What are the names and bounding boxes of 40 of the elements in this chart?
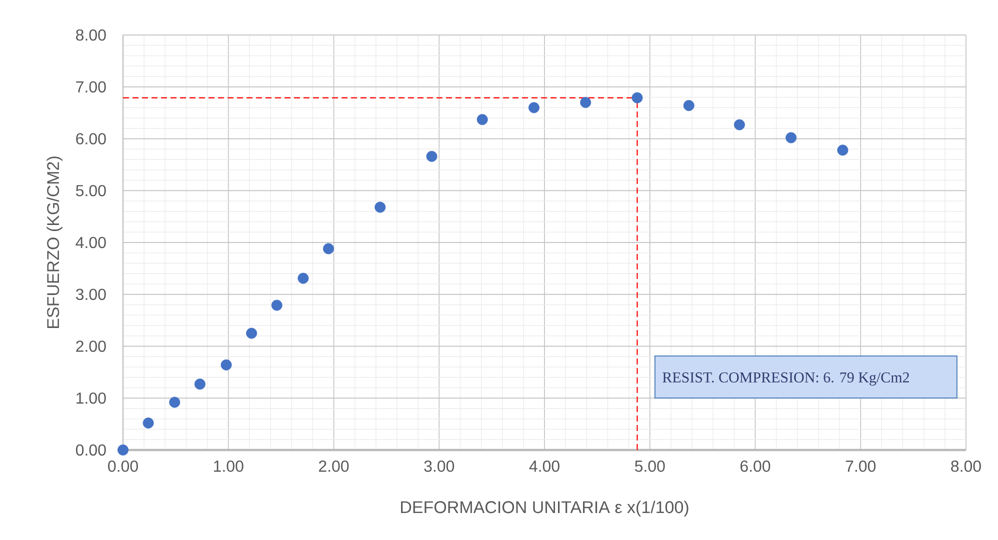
point bbox=[322, 243, 334, 254]
y-tick-label: 5.00 bbox=[76, 184, 106, 196]
point bbox=[194, 378, 206, 390]
y-tick-label: 3.00 bbox=[76, 288, 106, 300]
point bbox=[528, 102, 540, 114]
x-tick-label: 7.00 bbox=[846, 460, 876, 472]
point bbox=[632, 92, 643, 104]
point bbox=[118, 444, 129, 456]
point bbox=[246, 328, 258, 339]
point bbox=[683, 100, 694, 112]
point bbox=[169, 396, 180, 408]
y-axis-title: ESFUERZO (KG/CM2) bbox=[46, 156, 62, 328]
x-tick-label: 2.00 bbox=[318, 460, 349, 472]
x-tick-label: 6.00 bbox=[740, 460, 770, 472]
point bbox=[374, 202, 386, 213]
point bbox=[271, 300, 282, 311]
x-tick-label: 8.00 bbox=[951, 460, 981, 472]
x-tick-label: 4.00 bbox=[529, 460, 560, 472]
annotation: RESIST. COMPRESION: 6. 79 Kg/Cm2 bbox=[662, 372, 909, 386]
y-tick-label: 2.00 bbox=[76, 340, 106, 352]
x-axis-title: DEFORMACION UNITARIA ε x(1/100) bbox=[401, 500, 688, 517]
point bbox=[837, 144, 848, 156]
y-tick-label: 1.00 bbox=[76, 392, 106, 404]
point bbox=[734, 119, 745, 130]
point bbox=[298, 272, 309, 284]
point bbox=[476, 114, 488, 126]
x-tick-label: 5.00 bbox=[634, 460, 665, 472]
point bbox=[220, 359, 232, 370]
point bbox=[580, 96, 592, 108]
y-tick-label: 7.00 bbox=[76, 81, 106, 93]
y-tick-label: 8.00 bbox=[76, 29, 106, 41]
x-tick-label: 3.00 bbox=[424, 460, 454, 472]
point bbox=[142, 418, 154, 429]
y-tick-label: 4.00 bbox=[76, 236, 106, 248]
point bbox=[426, 150, 438, 162]
y-tick-label: 0.00 bbox=[76, 444, 106, 456]
x-tick-label: 1.00 bbox=[214, 460, 244, 472]
x-tick-label: 0.00 bbox=[108, 460, 138, 472]
point bbox=[786, 132, 797, 144]
y-tick-label: 6.00 bbox=[76, 133, 106, 144]
